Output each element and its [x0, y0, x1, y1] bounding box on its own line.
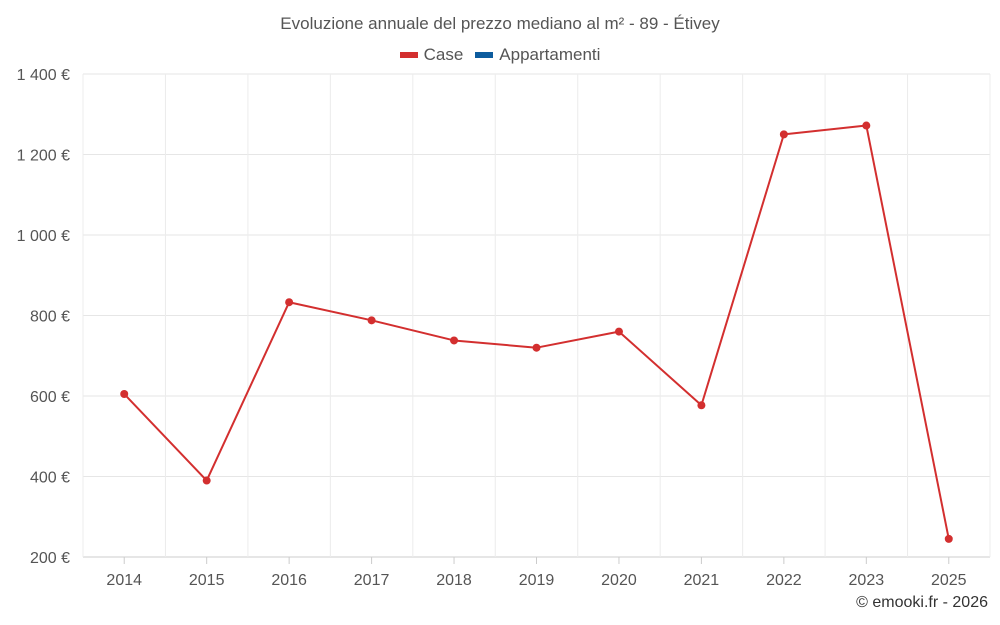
legend-item-appartamenti[interactable]: Appartamenti	[475, 45, 600, 65]
data-point	[862, 121, 871, 130]
x-tick-label: 2021	[684, 572, 720, 589]
x-tick-label: 2015	[189, 572, 225, 589]
y-tick-label: 600 €	[30, 389, 70, 406]
data-point	[285, 298, 294, 307]
y-tick-label: 800 €	[30, 309, 70, 326]
data-point	[367, 316, 376, 325]
y-tick-label: 1 400 €	[17, 67, 70, 84]
x-tick-label: 2023	[849, 572, 885, 589]
legend-swatch-appartamenti	[475, 52, 494, 58]
data-point	[779, 130, 788, 139]
legend-swatch-case	[399, 52, 418, 58]
x-tick-label: 2016	[271, 572, 307, 589]
data-point	[614, 327, 623, 336]
legend-item-case[interactable]: Case	[399, 45, 464, 65]
legend: Case Appartamenti	[0, 45, 1000, 65]
y-tick-label: 1 200 €	[17, 148, 70, 165]
x-tick-label: 2022	[766, 572, 802, 589]
legend-label-case: Case	[423, 45, 464, 64]
credit-text: © emooki.fr - 2026	[856, 594, 988, 611]
chart-title: Evoluzione annuale del prezzo mediano al…	[280, 14, 720, 33]
data-point	[202, 476, 211, 485]
data-point	[450, 336, 459, 345]
x-tick-label: 2018	[436, 572, 472, 589]
y-tick-label: 1 000 €	[17, 228, 70, 245]
data-point	[532, 343, 541, 352]
data-point	[944, 534, 953, 543]
legend-label-appartamenti: Appartamenti	[499, 45, 601, 64]
x-tick-label: 2017	[354, 572, 390, 589]
x-tick-label: 2025	[931, 572, 967, 589]
x-tick-label: 2014	[106, 572, 142, 589]
y-tick-label: 200 €	[30, 550, 70, 567]
x-tick-label: 2019	[519, 572, 555, 589]
x-tick-label: 2020	[601, 572, 637, 589]
data-point	[697, 401, 706, 410]
data-point	[120, 389, 129, 398]
y-tick-label: 400 €	[30, 470, 70, 487]
